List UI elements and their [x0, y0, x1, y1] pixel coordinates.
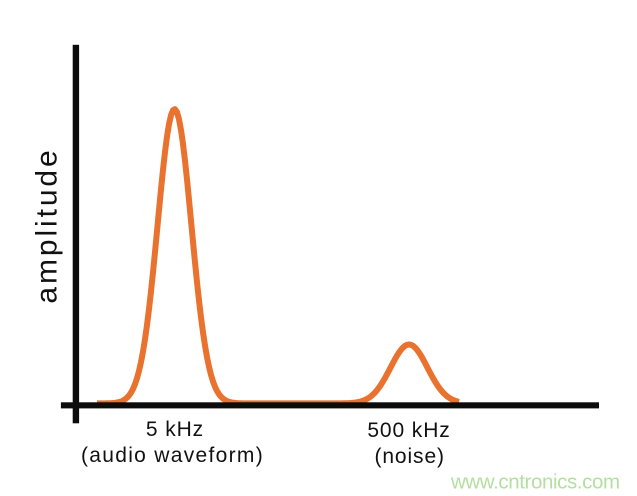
svg-text:500 kHz: 500 kHz [367, 419, 450, 442]
svg-text:amplitude: amplitude [31, 147, 64, 303]
svg-text:(noise): (noise) [374, 445, 445, 468]
svg-text:(audio waveform): (audio waveform) [81, 444, 264, 467]
svg-text:5 kHz: 5 kHz [146, 418, 204, 441]
svg-text:www.cntronics.com: www.cntronics.com [450, 470, 620, 493]
